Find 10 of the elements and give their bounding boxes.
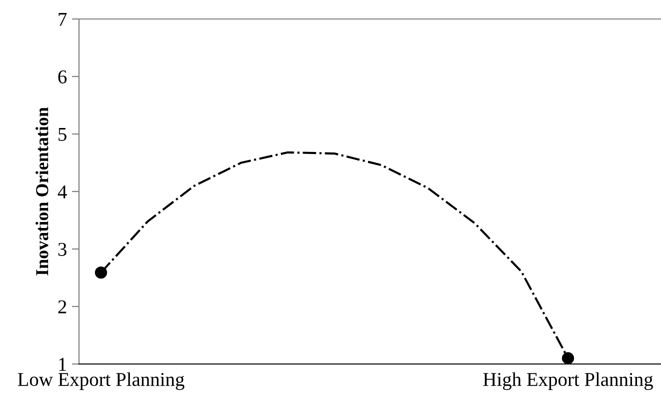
y-tick-label: 1	[59, 358, 66, 371]
y-tick-label: 2	[58, 300, 66, 314]
y-tick-label: 6	[58, 70, 67, 84]
y-tick-label: 5	[58, 128, 66, 141]
y-tick-label: 4	[58, 185, 67, 198]
y-tick-label: 3	[58, 242, 66, 256]
x-tick-label: Low Export Planning	[18, 372, 184, 390]
y-tick-label: 7	[58, 13, 67, 26]
y-axis-title: Inovation Orientation	[36, 107, 48, 276]
x-tick-label: High Export Planning	[483, 372, 653, 390]
